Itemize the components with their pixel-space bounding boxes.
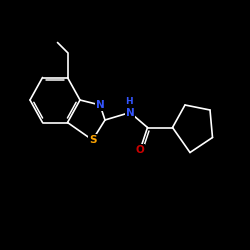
Text: S: S [89,135,96,145]
Text: H: H [125,97,132,106]
Text: O: O [136,145,144,155]
Text: N: N [126,108,134,118]
Text: N: N [96,100,104,110]
